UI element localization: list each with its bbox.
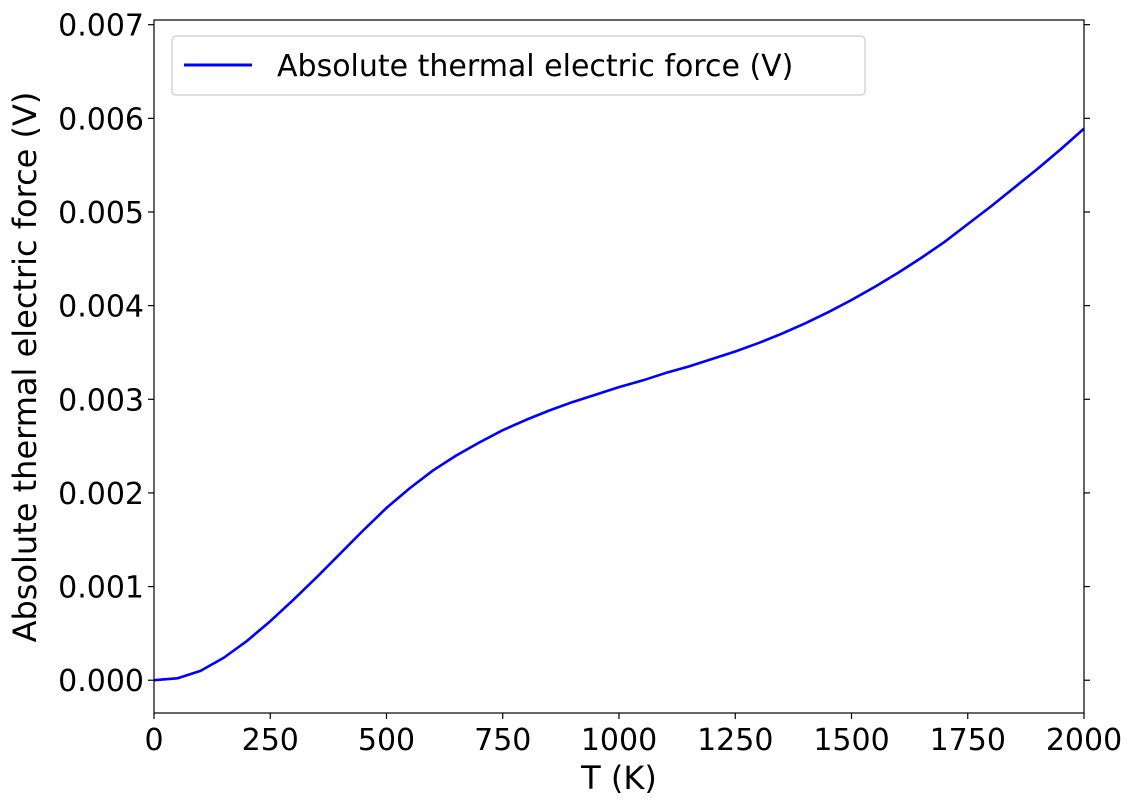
series-group (153, 127, 1085, 682)
y-tick-label: 0.003 (58, 383, 144, 418)
x-tick-label: 2000 (1046, 723, 1122, 758)
y-tick-label: 0.006 (58, 102, 144, 137)
y-tick-label: 0.007 (58, 9, 144, 44)
y-tick-label: 0.004 (58, 290, 144, 325)
y-tick-label: 0.002 (58, 477, 144, 512)
legend-box (171, 35, 866, 96)
x-tick-label: 1750 (930, 723, 1006, 758)
x-tick-label: 1500 (813, 723, 889, 758)
x-tick-label: 750 (474, 723, 531, 758)
x-axis-label: T (K) (580, 759, 657, 797)
plot-background (154, 20, 1084, 713)
y-ticks: 0.000 0.001 0.002 0.003 0.004 0.005 0.006 0.007 (58, 9, 1090, 699)
x-tick-label: 250 (242, 723, 299, 758)
x-tick-label: 0 (144, 723, 163, 758)
y-axis-label: Absolute thermal electric force (V) (6, 92, 44, 643)
x-ticks: 0 250 500 750 1000 1250 1500 1750 2000 (144, 713, 1122, 758)
x-tick-label: 500 (358, 723, 415, 758)
y-tick-label: 0.000 (58, 664, 144, 699)
plot-frame (153, 19, 1085, 714)
legend-label: Absolute thermal electric force (V) (277, 49, 793, 84)
y-tick-label: 0.005 (58, 196, 144, 231)
series-line (153, 127, 1085, 682)
legend: Absolute thermal electric force (V) (171, 35, 866, 96)
x-tick-label: 1000 (581, 723, 657, 758)
y-tick-label: 0.001 (58, 571, 144, 606)
x-tick-label: 1250 (697, 723, 773, 758)
